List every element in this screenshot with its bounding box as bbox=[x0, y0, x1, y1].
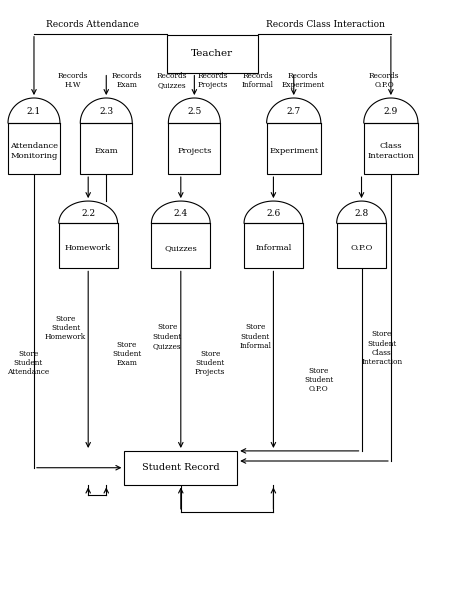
Text: Class
Interaction: Class Interaction bbox=[367, 143, 414, 160]
Text: Exam: Exam bbox=[95, 147, 118, 155]
Text: Student Record: Student Record bbox=[142, 463, 219, 472]
Text: 2.2: 2.2 bbox=[81, 208, 95, 218]
Text: Store
Student
Homework: Store Student Homework bbox=[45, 315, 86, 341]
Text: O.P.O: O.P.O bbox=[350, 244, 372, 252]
Text: Records Attendance: Records Attendance bbox=[46, 20, 139, 29]
Text: Records Class Interaction: Records Class Interaction bbox=[266, 20, 385, 29]
Text: 2.6: 2.6 bbox=[266, 208, 281, 218]
Text: Informal: Informal bbox=[255, 244, 292, 252]
Text: Records
O.P.O: Records O.P.O bbox=[369, 72, 399, 89]
Text: 2.7: 2.7 bbox=[287, 107, 301, 116]
Text: 2.5: 2.5 bbox=[187, 107, 201, 116]
Text: Records
Projects: Records Projects bbox=[197, 72, 228, 89]
Text: Records
H.W: Records H.W bbox=[57, 72, 88, 89]
Bar bbox=[59, 223, 118, 268]
Text: Store
Student
Projects: Store Student Projects bbox=[195, 349, 225, 376]
Text: Store
Student
Quizzes: Store Student Quizzes bbox=[153, 323, 182, 350]
Text: Attendance
Monitoring: Attendance Monitoring bbox=[10, 143, 58, 160]
Bar bbox=[8, 123, 60, 174]
Text: Records
Experiment: Records Experiment bbox=[281, 72, 325, 89]
Bar bbox=[266, 123, 321, 174]
Text: Records
Exam: Records Exam bbox=[112, 72, 142, 89]
Text: 2.3: 2.3 bbox=[99, 107, 113, 116]
Bar bbox=[151, 223, 210, 268]
Text: Records
Informal: Records Informal bbox=[242, 72, 274, 89]
Bar bbox=[80, 123, 132, 174]
Text: Quizzes: Quizzes bbox=[165, 244, 197, 252]
Text: Store
Student
Class
Interaction: Store Student Class Interaction bbox=[361, 330, 402, 366]
Bar bbox=[168, 123, 220, 174]
Bar bbox=[337, 223, 386, 268]
Bar bbox=[124, 451, 237, 484]
Text: Teacher: Teacher bbox=[191, 49, 233, 58]
Text: Store
Student
O.P.O: Store Student O.P.O bbox=[304, 367, 333, 393]
Text: Homework: Homework bbox=[65, 244, 112, 252]
Bar bbox=[364, 123, 418, 174]
Text: Projects: Projects bbox=[177, 147, 212, 155]
Text: Records
Quizzes: Records Quizzes bbox=[157, 72, 187, 89]
Text: 2.4: 2.4 bbox=[174, 208, 188, 218]
Text: 2.8: 2.8 bbox=[355, 208, 369, 218]
Text: Store
Student
Informal: Store Student Informal bbox=[239, 323, 272, 350]
Text: Experiment: Experiment bbox=[269, 147, 319, 155]
Text: 2.9: 2.9 bbox=[384, 107, 398, 116]
Text: Store
Student
Attendance: Store Student Attendance bbox=[7, 349, 49, 376]
Text: 2.1: 2.1 bbox=[27, 107, 41, 116]
Text: Store
Student
Exam: Store Student Exam bbox=[112, 341, 141, 367]
Bar bbox=[167, 35, 258, 73]
Bar bbox=[244, 223, 303, 268]
